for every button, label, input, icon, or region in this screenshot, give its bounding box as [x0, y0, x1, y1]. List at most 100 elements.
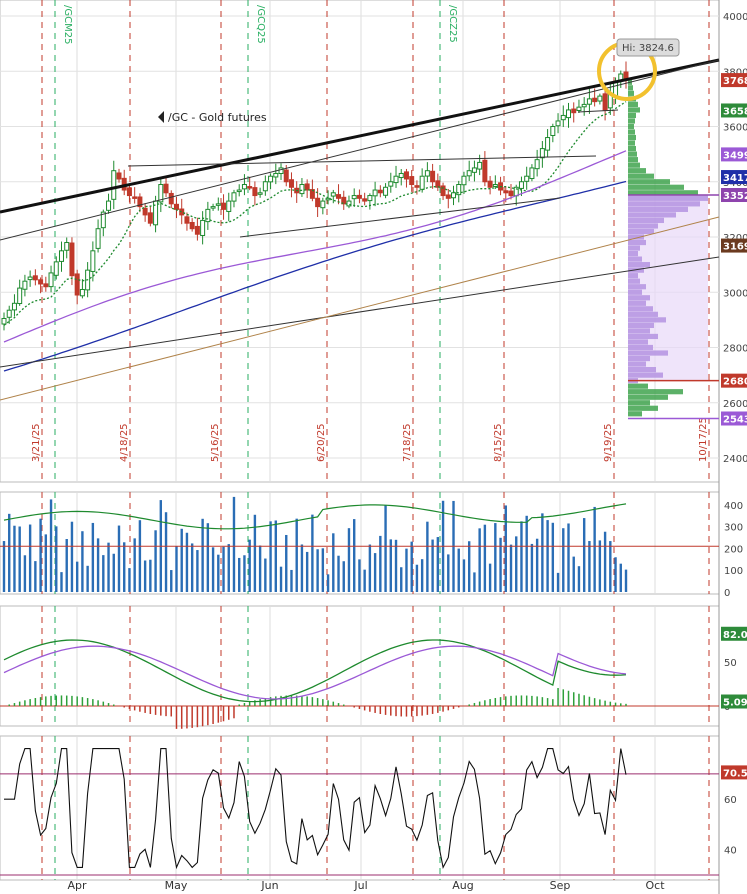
volume-profile-bar [628, 411, 642, 417]
expiration-date-label: 4/18/25 [119, 423, 130, 462]
price-badge: 3658 [721, 103, 747, 118]
expiration-date-label: 7/18/25 [402, 423, 413, 462]
price-badge-bg [721, 147, 747, 162]
candle-body [158, 184, 164, 203]
candle-body [393, 175, 399, 184]
volume-bar [96, 538, 100, 592]
volume-bar [582, 518, 586, 592]
volume-profile-bar [628, 350, 668, 356]
volume-bar [253, 514, 257, 592]
price-badge-text: 2543 [723, 414, 747, 425]
volume-profile-bar [628, 223, 658, 229]
candle-body [210, 206, 216, 209]
volume-bar [509, 544, 513, 592]
volume-profile-bar [628, 328, 650, 334]
volume-profile-bar [628, 245, 640, 251]
price-badge: 2543 [721, 411, 747, 426]
volume-bar [420, 559, 424, 592]
volume-profile-bar [628, 311, 658, 317]
price-tick-label: 3600 [723, 123, 747, 134]
volume-profile-bar [628, 107, 640, 113]
candle-body [409, 176, 415, 186]
volume-bar [128, 568, 131, 592]
resistance-line [127, 155, 597, 167]
volume-profile-bar [628, 239, 646, 246]
candle-body [247, 186, 253, 189]
volume-bar [358, 559, 361, 592]
candle-body [356, 194, 362, 199]
volume-bar [368, 544, 372, 592]
volume-bar [619, 563, 622, 592]
candle-body [200, 219, 206, 236]
volume-profile-bar [628, 206, 688, 212]
candle-body [586, 98, 592, 105]
candle-body [534, 159, 540, 170]
candle-body [106, 200, 112, 211]
volume-bar [577, 566, 581, 592]
candle-body [351, 195, 357, 200]
volume-bar [321, 548, 325, 592]
volume-profile-bar [628, 306, 653, 312]
candle-body [414, 185, 420, 188]
candle-body [315, 197, 321, 208]
volume-bar [541, 513, 544, 592]
price-badge-text: 3352 [723, 191, 747, 202]
volume-bar [143, 560, 147, 592]
volume-profile-bar [628, 162, 640, 168]
adx-badge-bg [721, 626, 747, 641]
candle-body [126, 187, 132, 197]
volume-bar [206, 523, 210, 592]
volume-profile-bar [628, 339, 648, 345]
candle-body [205, 208, 211, 223]
candle-body [43, 283, 49, 288]
volume-bar [347, 528, 351, 592]
volume-bar [123, 542, 126, 592]
candle-body [388, 181, 394, 187]
candle-body [147, 212, 153, 224]
volume-profile-bar [628, 383, 648, 389]
volume-bar [70, 521, 74, 592]
candle-body [403, 171, 409, 180]
candle-body [377, 189, 383, 194]
volume-bar [410, 541, 413, 592]
volume-bar [483, 524, 487, 592]
expiration-date-label: 6/20/25 [316, 423, 327, 462]
candle-body [100, 211, 106, 229]
high-annotation: Hi: 3824.6 [616, 38, 680, 57]
volume-bar [394, 539, 398, 592]
volume-bar [248, 539, 251, 592]
volume-bar [28, 524, 32, 592]
candle-body [184, 216, 190, 224]
price-badge-text: 3768 [723, 76, 747, 87]
adx-badge: 5.099 [721, 694, 747, 709]
candle-body [571, 108, 577, 114]
volume-bar [551, 522, 555, 592]
volume-bar [363, 569, 366, 592]
candle-body [487, 180, 493, 188]
candle-body [132, 196, 138, 199]
volume-profile-bar [628, 112, 636, 119]
candle-body [95, 228, 101, 249]
lower-trend-line [0, 256, 720, 368]
candle-body [592, 97, 598, 103]
rsi-badge-bg [721, 765, 747, 780]
volume-profile-bar [628, 394, 668, 400]
candle-body [262, 181, 268, 192]
candle-body [503, 190, 509, 194]
volume-bar [138, 520, 142, 592]
volume-profile-bar [628, 228, 654, 235]
volume-bar [457, 548, 460, 592]
candle-body [524, 175, 530, 182]
volume-profile-bar [628, 355, 650, 362]
price-badge: 3768 [721, 73, 747, 88]
volume-bar [556, 572, 560, 592]
volume-bar [112, 553, 115, 592]
rsi-panel [0, 735, 720, 881]
volume-bar [65, 539, 68, 592]
candle-body [597, 95, 603, 102]
volume-profile-bar [628, 90, 634, 96]
candle-body [424, 170, 430, 177]
price-badge-text: 3658 [723, 106, 747, 117]
volume-bar [462, 559, 466, 592]
volume-profile-bar [628, 367, 656, 373]
